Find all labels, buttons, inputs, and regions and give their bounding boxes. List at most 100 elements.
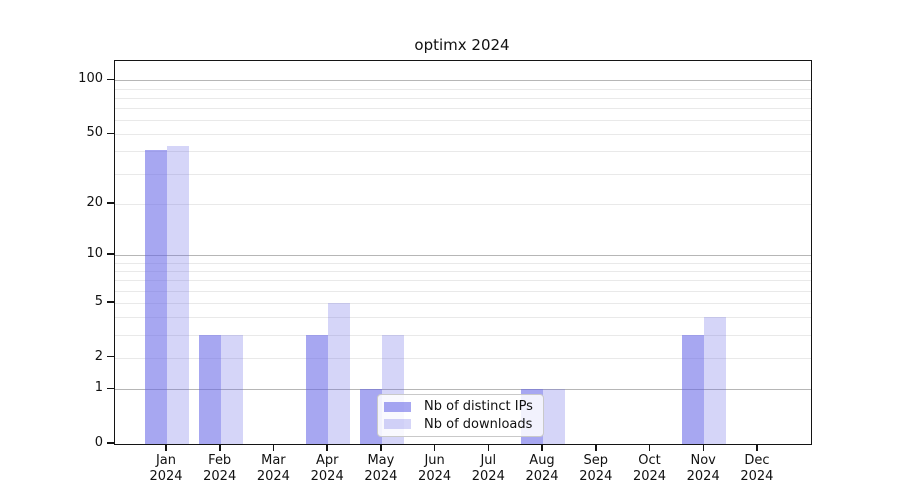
x-tick-month: Jul <box>480 453 497 468</box>
y-tick-mark <box>107 253 114 255</box>
y-tick-mark <box>107 202 114 204</box>
x-tick-mark <box>648 445 651 451</box>
x-tick-year: 2024 <box>418 469 452 484</box>
gridline-minor <box>115 120 811 122</box>
y-tick-label: 20 <box>86 195 103 211</box>
x-tick-year: 2024 <box>632 469 667 484</box>
y-tick-label: 2 <box>94 348 103 364</box>
x-tick-label: May 2024 <box>351 453 411 485</box>
y-tick-mark <box>107 301 114 303</box>
legend-label: Nb of distinct IPs <box>424 399 533 415</box>
y-tick-mark <box>107 355 114 358</box>
y-tick-mark <box>107 387 114 390</box>
legend: Nb of distinct IPs Nb of downloads <box>377 394 544 437</box>
x-tick-month: Jun <box>424 453 445 468</box>
x-tick-year: 2024 <box>471 469 505 484</box>
x-tick-year: 2024 <box>203 469 237 484</box>
x-tick-month: May <box>367 453 395 468</box>
x-tick-mark <box>702 445 704 451</box>
x-tick-month: Apr <box>315 453 339 468</box>
x-tick-year: 2024 <box>686 469 720 484</box>
x-tick-month: Feb <box>208 453 232 468</box>
gridline-minor <box>115 290 811 292</box>
x-tick-year: 2024 <box>149 469 183 484</box>
x-tick-year: 2024 <box>310 469 344 484</box>
bar-downloads <box>543 389 565 444</box>
x-tick-label: Dec 2024 <box>727 453 787 485</box>
gridline-minor <box>115 357 811 359</box>
bar-distinct-ips <box>359 389 382 444</box>
chart-title: optimx 2024 <box>414 36 510 54</box>
x-tick-month: Jan <box>155 453 177 468</box>
gridline-minor <box>115 262 811 264</box>
bar-downloads <box>704 317 727 444</box>
y-tick-label: 50 <box>86 125 103 141</box>
bar-distinct-ips <box>145 149 167 444</box>
x-tick-label: Nov 2024 <box>673 453 733 485</box>
y-tick-label: 100 <box>78 71 103 87</box>
gridline-major <box>115 389 811 391</box>
gridline-minor <box>115 334 811 336</box>
gridline-major <box>115 80 811 82</box>
y-tick-mark <box>107 442 114 444</box>
gridline-minor <box>115 270 811 272</box>
x-tick-month: Sep <box>583 453 609 468</box>
gridline-minor <box>115 317 811 319</box>
legend-swatch-icon <box>384 401 411 412</box>
x-tick-label: Sep 2024 <box>566 453 626 485</box>
x-tick-mark <box>326 445 328 451</box>
bar-downloads <box>220 334 243 444</box>
x-tick-mark <box>433 445 436 451</box>
x-tick-label: Apr 2024 <box>297 453 357 485</box>
x-tick-label: Aug 2024 <box>512 453 572 485</box>
legend-item: Nb of downloads <box>384 417 543 432</box>
y-tick-label: 5 <box>94 293 103 309</box>
gridline-minor <box>115 280 811 282</box>
x-tick-mark <box>165 445 167 451</box>
gridline-minor <box>115 97 811 99</box>
x-tick-mark <box>595 445 597 451</box>
x-tick-year: 2024 <box>256 469 290 484</box>
gridline-minor <box>115 134 811 136</box>
y-tick-mark <box>107 78 114 81</box>
legend-swatch-icon <box>384 419 411 430</box>
y-tick-mark <box>107 132 114 134</box>
gridline-minor <box>115 151 811 153</box>
x-tick-label: Oct 2024 <box>620 453 680 485</box>
gridline-major <box>115 255 811 257</box>
x-tick-mark <box>487 445 490 451</box>
x-tick-mark <box>541 445 543 451</box>
x-tick-year: 2024 <box>364 469 398 484</box>
x-tick-label: Jun 2024 <box>405 453 465 485</box>
legend-label: Nb of downloads <box>424 416 533 432</box>
plot-area <box>114 60 812 445</box>
x-tick-month: Nov <box>690 453 716 468</box>
bar-distinct-ips <box>306 334 329 444</box>
y-tick-label: 0 <box>94 435 103 450</box>
x-tick-month: Mar <box>261 453 286 468</box>
bar-distinct-ips <box>682 334 705 444</box>
gridline-minor <box>115 173 811 175</box>
legend-item: Nb of distinct IPs <box>384 399 543 414</box>
x-tick-label: Jul 2024 <box>458 453 518 485</box>
x-tick-year: 2024 <box>740 469 774 484</box>
gridline-minor <box>115 108 811 110</box>
x-tick-label: Jan 2024 <box>136 453 196 485</box>
x-tick-label: Mar 2024 <box>243 453 303 485</box>
x-tick-mark <box>272 445 275 451</box>
x-tick-month: Aug <box>529 453 555 468</box>
bar-downloads <box>167 145 189 444</box>
x-tick-label: Feb 2024 <box>190 453 250 485</box>
bar-downloads <box>328 302 351 444</box>
x-tick-mark <box>756 445 758 451</box>
y-tick-label: 1 <box>94 380 103 396</box>
x-tick-mark <box>380 445 382 451</box>
x-tick-month: Dec <box>744 453 770 468</box>
gridline-minor <box>115 204 811 206</box>
x-tick-year: 2024 <box>579 469 613 484</box>
y-tick-label: 10 <box>86 246 103 262</box>
gridline-minor <box>115 88 811 90</box>
gridline-minor <box>115 302 811 304</box>
x-tick-year: 2024 <box>525 469 559 484</box>
bar-distinct-ips <box>198 334 221 444</box>
